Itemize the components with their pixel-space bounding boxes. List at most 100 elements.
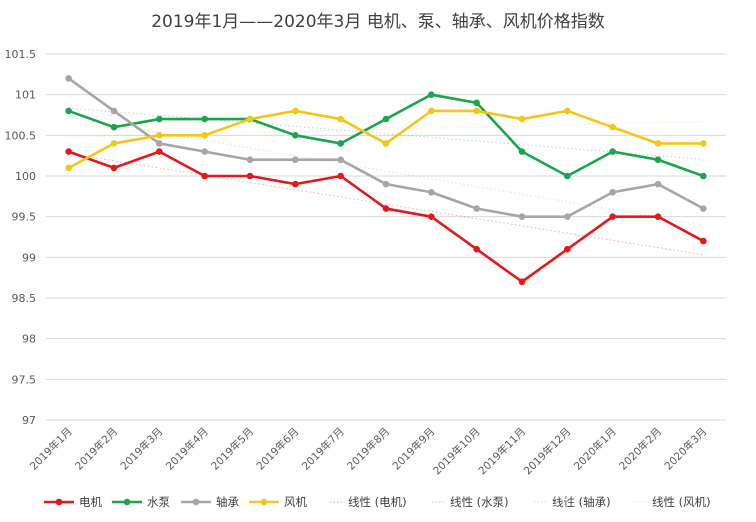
data-point <box>382 205 390 212</box>
data-point <box>382 180 390 188</box>
data-point <box>65 148 72 155</box>
legend-label: 风机 <box>284 495 307 509</box>
y-axis-ticks: 97 97.5 98 98.5 99 99.5 100 100.5 101 101.5 <box>5 48 37 427</box>
y-tick-label: 101.5 <box>5 48 37 61</box>
data-point <box>246 172 254 180</box>
x-tick-label: 2019年1月 <box>27 425 75 473</box>
data-point <box>246 156 254 164</box>
data-point <box>246 115 254 123</box>
data-point <box>564 172 571 180</box>
y-tick-label: 100.5 <box>5 129 37 142</box>
data-point <box>654 140 662 147</box>
trendline <box>68 120 704 138</box>
data-point <box>609 148 616 155</box>
x-tick-label: 2020年3月 <box>662 425 710 473</box>
x-tick-label: 2020年2月 <box>616 425 664 473</box>
trendlines <box>68 107 704 256</box>
data-point <box>700 237 707 245</box>
x-tick-label: 2019年9月 <box>390 425 438 473</box>
trendline <box>68 116 704 226</box>
data-point <box>564 107 571 115</box>
data-point <box>201 115 208 123</box>
x-tick-label: 2019年11月 <box>476 425 528 477</box>
legend-label: 线性 (水泵) <box>450 495 509 509</box>
data-point <box>654 180 662 188</box>
legend-marker <box>260 498 268 506</box>
watermark-text: 中小型电机SMEMS <box>578 482 706 499</box>
series <box>65 148 707 286</box>
data-point <box>156 132 163 139</box>
legend-item: 风机 <box>249 495 307 509</box>
data-point <box>292 180 299 188</box>
legend-marker <box>123 498 131 506</box>
legend-item: 线性 (水泵) <box>432 495 509 509</box>
data-point <box>473 205 480 212</box>
y-tick-label: 99 <box>22 251 36 264</box>
data-point <box>337 115 344 123</box>
y-tick-label: 98.5 <box>12 292 37 305</box>
x-tick-label: 2019年5月 <box>208 425 256 473</box>
x-tick-label: 2019年12月 <box>521 425 573 477</box>
data-point <box>700 172 707 180</box>
legend-label: 电机 <box>79 495 102 509</box>
data-point <box>156 115 163 123</box>
x-tick-label: 2019年10月 <box>430 425 482 477</box>
data-point <box>292 156 299 164</box>
data-point <box>292 107 299 115</box>
legend-item: 线性 (电机) <box>330 495 407 509</box>
y-tick-label: 99.5 <box>12 211 37 224</box>
data-point <box>65 75 72 82</box>
y-tick-label: 97 <box>22 414 36 427</box>
data-point <box>518 278 526 286</box>
data-point <box>564 245 571 253</box>
data-point <box>201 172 208 180</box>
data-point <box>337 172 344 180</box>
data-point <box>473 99 480 107</box>
data-point <box>473 107 480 115</box>
legend-item: 轴承 <box>181 495 239 509</box>
y-tick-label: 100 <box>15 170 36 183</box>
data-point <box>156 148 163 155</box>
wechat-icon <box>548 481 572 501</box>
x-tick-label: 2020年1月 <box>571 425 619 473</box>
y-tick-label: 98 <box>22 333 36 346</box>
data-point <box>428 188 435 196</box>
data-point <box>609 213 616 220</box>
legend-item: 电机 <box>44 495 102 509</box>
x-tick-label: 2019年2月 <box>72 425 120 473</box>
data-point <box>700 140 707 147</box>
data-point <box>428 91 435 98</box>
data-point <box>65 164 72 172</box>
legend-label: 轴承 <box>216 495 239 509</box>
legend-item: 线性 (风机) <box>634 495 711 509</box>
data-point <box>700 205 707 212</box>
gridlines <box>46 53 726 421</box>
data-point <box>156 140 163 147</box>
data-point <box>428 107 435 115</box>
data-point <box>201 148 208 155</box>
series-line <box>67 77 704 218</box>
data-point <box>518 213 526 220</box>
series <box>65 107 707 172</box>
x-tick-label: 2019年8月 <box>344 425 392 473</box>
data-point <box>473 245 480 253</box>
legend-label: 线性 (电机) <box>348 495 407 509</box>
data-point <box>110 164 118 172</box>
data-point <box>654 156 662 164</box>
data-point <box>337 156 344 164</box>
data-point <box>609 123 616 131</box>
data-point <box>292 132 299 139</box>
data-point <box>654 213 662 220</box>
x-tick-label: 2019年3月 <box>118 425 166 473</box>
data-point <box>337 140 344 147</box>
data-point <box>382 115 390 123</box>
series <box>65 75 707 220</box>
data-point <box>609 188 616 196</box>
data-point <box>110 107 118 115</box>
legend-label: 水泵 <box>147 495 170 509</box>
series <box>65 91 707 180</box>
legend-item: 水泵 <box>112 495 170 509</box>
legend-marker <box>55 498 63 506</box>
